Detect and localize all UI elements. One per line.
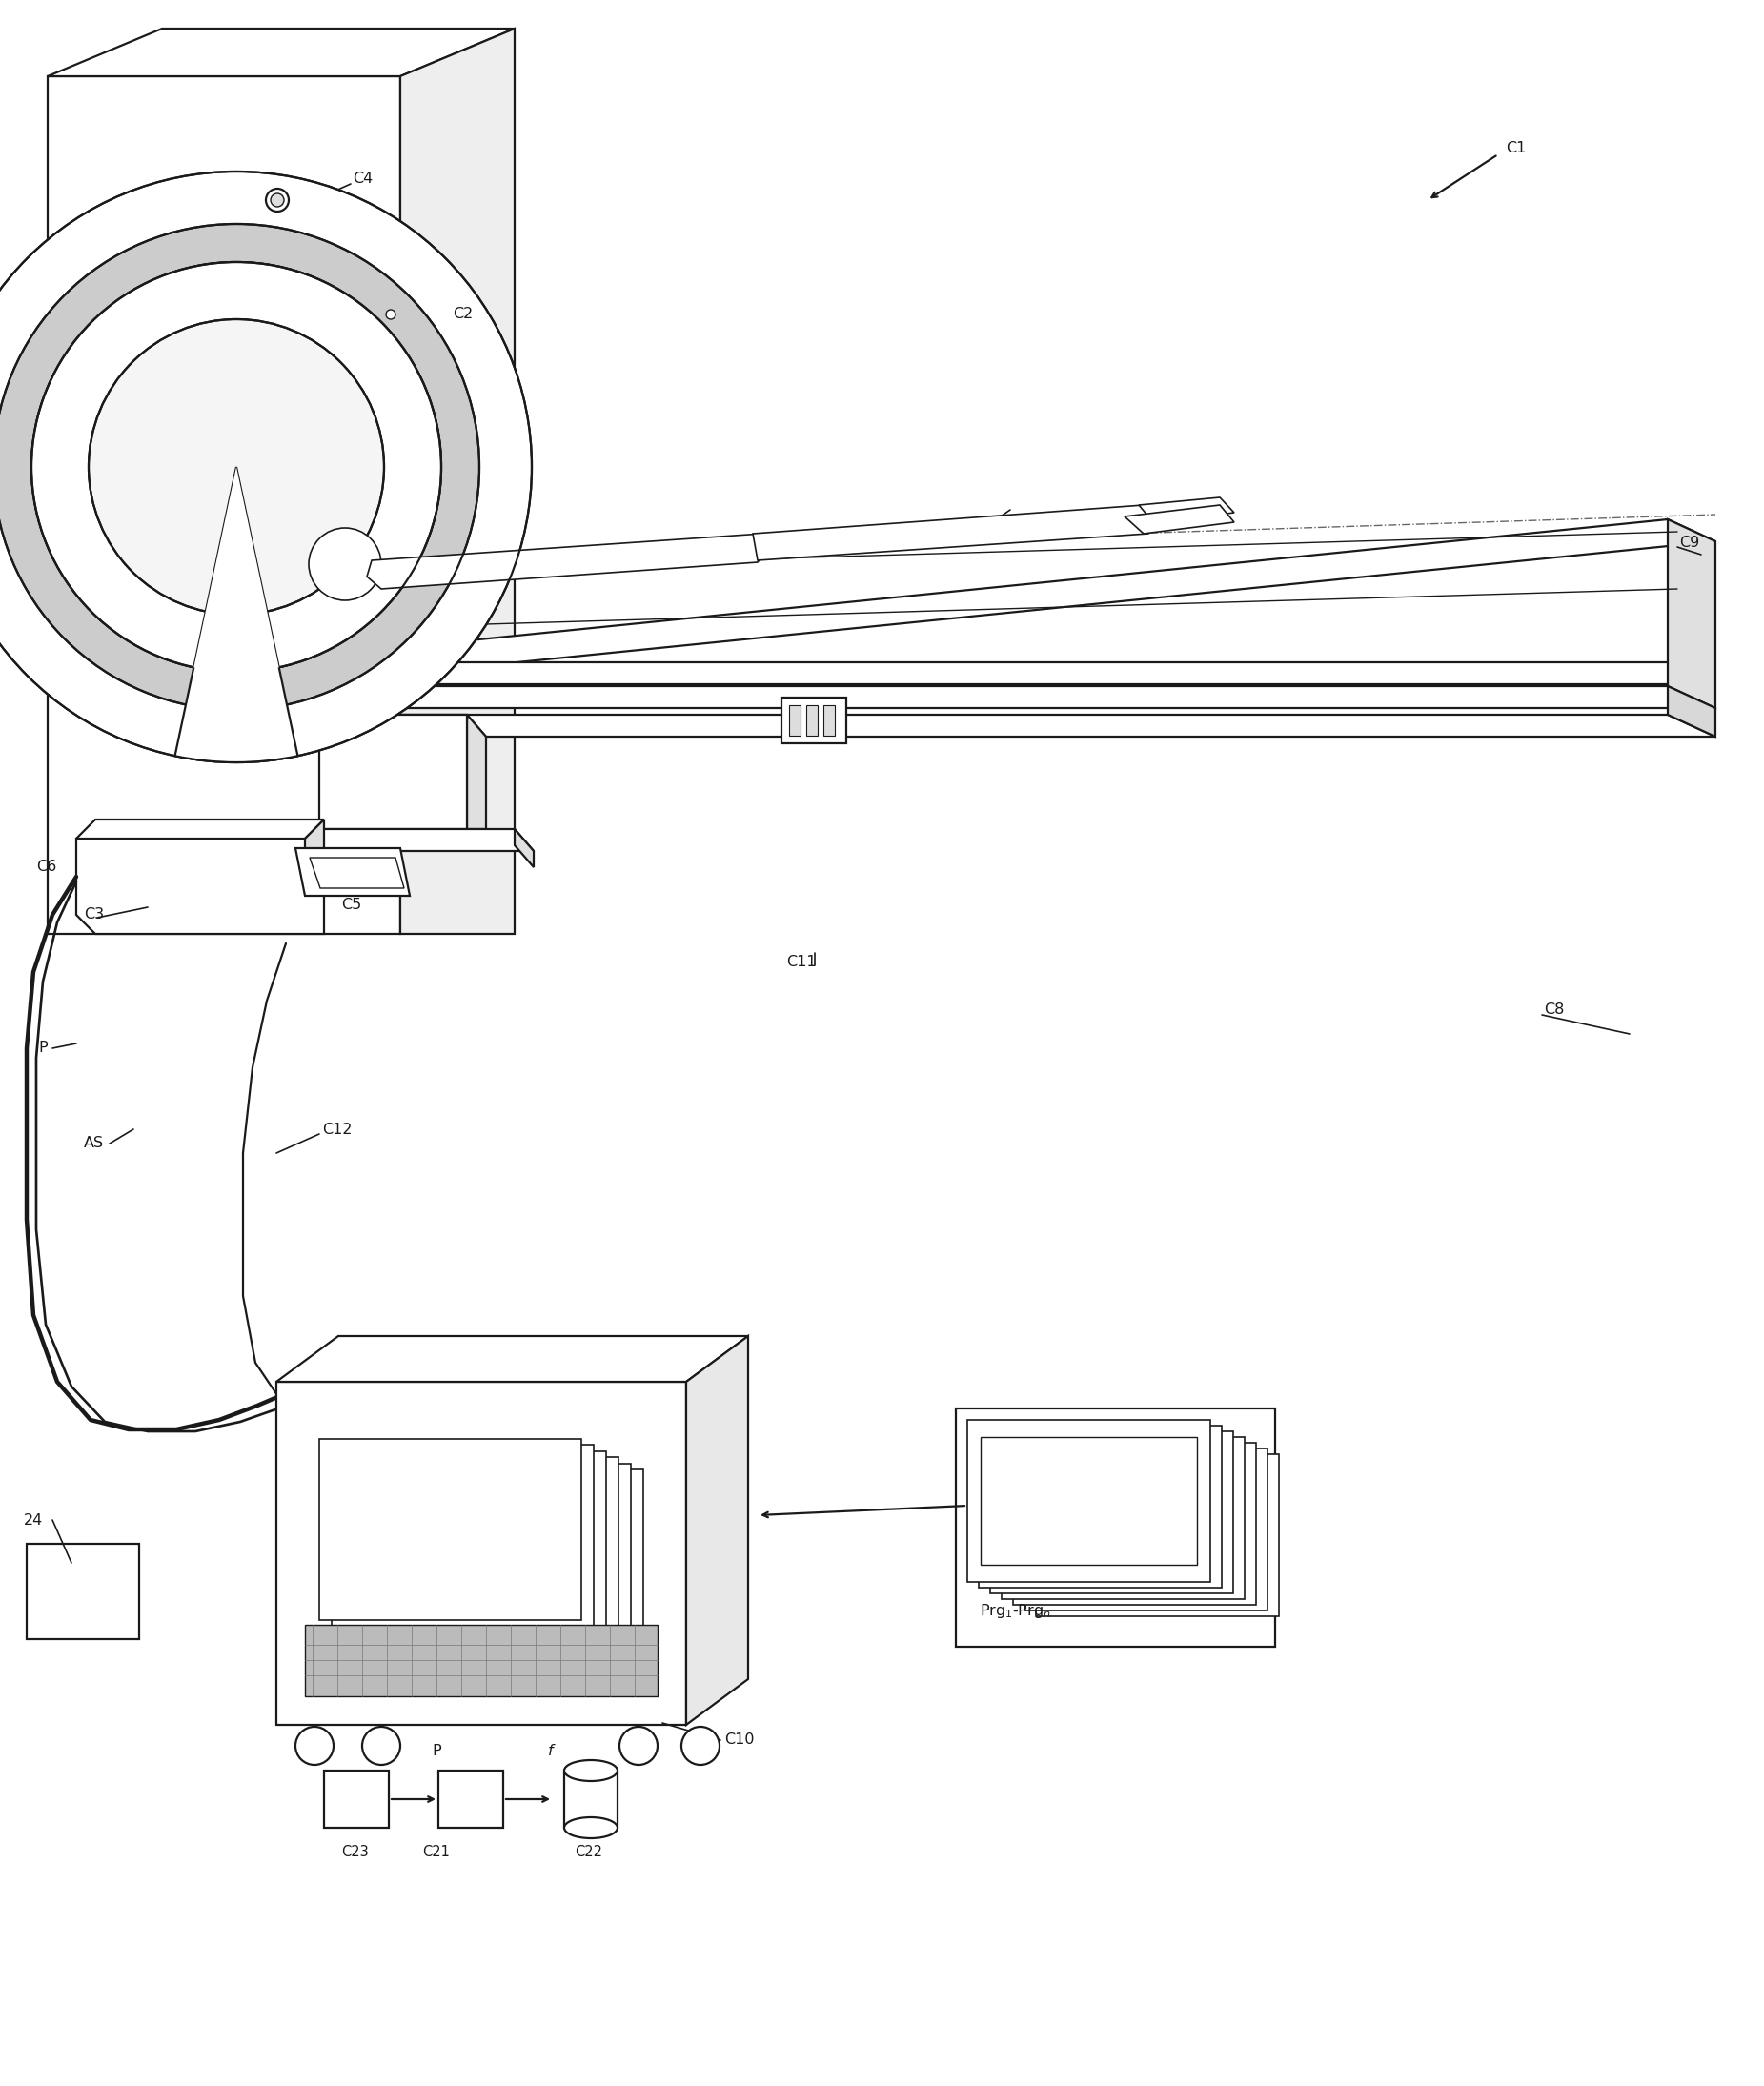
Bar <box>967 1421 1210 1581</box>
Polygon shape <box>252 190 259 213</box>
Bar <box>956 1408 1275 1646</box>
Polygon shape <box>48 77 400 935</box>
Bar <box>1002 1437 1245 1600</box>
Text: C5: C5 <box>340 899 362 912</box>
Bar <box>806 705 818 736</box>
Text: f: f <box>549 1744 554 1758</box>
Text: C8: C8 <box>1544 1003 1565 1018</box>
Bar <box>332 1446 594 1625</box>
Bar <box>356 1456 619 1638</box>
Polygon shape <box>1140 496 1235 522</box>
Polygon shape <box>388 309 399 321</box>
Polygon shape <box>400 29 515 935</box>
Polygon shape <box>1667 519 1715 707</box>
Bar <box>439 1771 503 1827</box>
Polygon shape <box>48 29 515 77</box>
Bar <box>325 1771 388 1827</box>
Text: P: P <box>39 1041 48 1056</box>
Text: C23: C23 <box>340 1844 369 1859</box>
Polygon shape <box>277 1381 686 1725</box>
Text: C22: C22 <box>575 1844 603 1859</box>
Text: Prg$_1$-Prg$_n$: Prg$_1$-Prg$_n$ <box>979 1602 1051 1619</box>
Polygon shape <box>310 857 404 889</box>
Circle shape <box>362 1727 400 1765</box>
Polygon shape <box>252 661 1715 684</box>
Polygon shape <box>259 184 298 217</box>
Bar <box>381 1469 644 1650</box>
Polygon shape <box>252 519 1715 684</box>
Circle shape <box>266 188 289 211</box>
Polygon shape <box>272 828 534 851</box>
Bar <box>319 1439 582 1621</box>
Polygon shape <box>467 715 487 828</box>
Bar <box>990 1431 1233 1594</box>
Bar <box>1035 1454 1279 1617</box>
Polygon shape <box>252 686 1715 707</box>
Circle shape <box>270 194 284 207</box>
Polygon shape <box>305 820 325 876</box>
Polygon shape <box>753 505 1154 561</box>
Bar <box>1013 1444 1256 1604</box>
Polygon shape <box>367 534 773 588</box>
Text: C12: C12 <box>323 1122 353 1137</box>
Text: C3: C3 <box>85 907 104 922</box>
Text: C4: C4 <box>353 171 372 186</box>
Polygon shape <box>686 1335 748 1725</box>
Polygon shape <box>319 715 487 736</box>
Text: C9: C9 <box>1679 536 1699 551</box>
Bar <box>824 705 834 736</box>
Circle shape <box>32 263 441 672</box>
Polygon shape <box>295 849 409 895</box>
Bar <box>979 1425 1222 1587</box>
Text: C21: C21 <box>423 1844 450 1859</box>
Text: C11: C11 <box>787 955 817 970</box>
Text: P: P <box>432 1744 441 1758</box>
Bar <box>981 1437 1198 1564</box>
Polygon shape <box>781 697 847 743</box>
Text: AS: AS <box>85 1137 104 1151</box>
Circle shape <box>295 1727 333 1765</box>
Bar <box>369 1464 632 1644</box>
Bar <box>1025 1448 1268 1610</box>
Text: C1: C1 <box>1506 140 1526 154</box>
Polygon shape <box>277 1335 748 1381</box>
Text: C6: C6 <box>37 859 56 874</box>
Circle shape <box>386 309 395 319</box>
Polygon shape <box>252 715 1715 736</box>
Bar <box>344 1452 607 1633</box>
Circle shape <box>0 171 531 761</box>
Circle shape <box>88 319 385 615</box>
Text: 24: 24 <box>25 1512 42 1527</box>
Wedge shape <box>194 467 279 672</box>
Text: C2: C2 <box>453 307 473 321</box>
Ellipse shape <box>564 1761 617 1781</box>
Circle shape <box>619 1727 658 1765</box>
Polygon shape <box>1124 505 1235 534</box>
Polygon shape <box>515 828 534 868</box>
Wedge shape <box>175 467 298 761</box>
Polygon shape <box>319 715 467 828</box>
Circle shape <box>681 1727 720 1765</box>
Polygon shape <box>76 839 325 935</box>
Text: C10: C10 <box>725 1731 755 1746</box>
Circle shape <box>309 528 381 601</box>
Polygon shape <box>1667 686 1715 736</box>
Ellipse shape <box>564 1817 617 1838</box>
Wedge shape <box>0 223 480 709</box>
Bar <box>26 1544 139 1640</box>
Bar <box>305 1625 658 1696</box>
Polygon shape <box>377 321 404 365</box>
Bar <box>789 705 801 736</box>
Polygon shape <box>76 820 325 839</box>
